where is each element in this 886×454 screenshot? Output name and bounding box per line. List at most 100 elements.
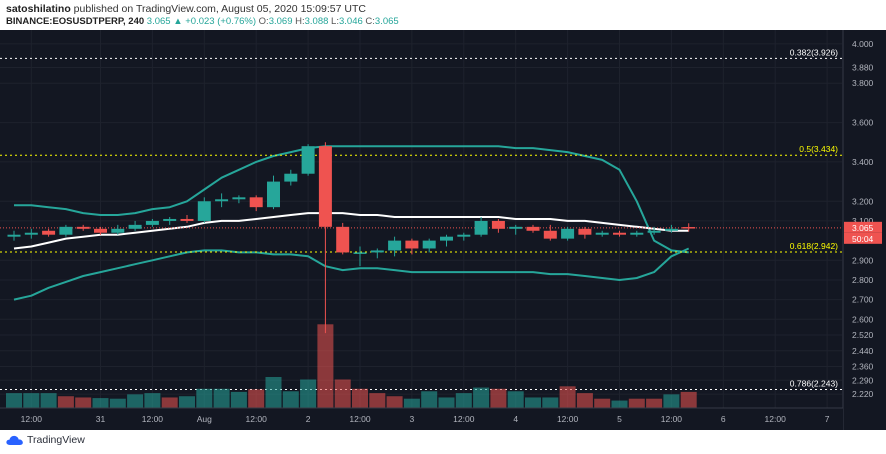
candle-body[interactable] (353, 252, 367, 254)
candle-body[interactable] (664, 228, 678, 231)
candle-body[interactable] (561, 228, 575, 239)
volume-bar (438, 397, 455, 408)
candle-body[interactable] (197, 201, 211, 221)
time-tick-label: 12:00 (246, 414, 268, 424)
volume-bar (421, 391, 438, 408)
high-label: H: (295, 16, 305, 27)
candle-body[interactable] (7, 234, 21, 237)
candle-body[interactable] (318, 146, 332, 227)
candle-body[interactable] (76, 226, 90, 229)
time-tick-label: 12:00 (349, 414, 371, 424)
candle-body[interactable] (215, 199, 229, 202)
price-tick-label: 3.600 (852, 118, 874, 128)
low-label: L: (331, 16, 339, 27)
candle-body[interactable] (94, 228, 107, 233)
candle-body[interactable] (336, 226, 350, 253)
last-price: 3.065 (146, 16, 171, 27)
price-tick-label: 3.400 (852, 157, 874, 167)
price-tick-label: 2.900 (852, 255, 874, 265)
candle-body[interactable] (491, 220, 505, 229)
volume-bar (23, 393, 40, 408)
price-chart[interactable]: 0.382(3.926) 0.5(3.434) 0.618(2.942) 0.786(… (0, 30, 886, 430)
time-axis[interactable]: 12:00 31 12:00 Aug 12:00 2 12:00 3 12:00 4 12:00 5 1… (0, 407, 843, 430)
upper-band-line (14, 145, 689, 254)
low-value: 3.046 (338, 16, 363, 27)
tradingview-brand: TradingView (27, 434, 85, 446)
candlesticks[interactable] (7, 142, 696, 334)
fib-label: 0.382(3.926) (790, 47, 838, 57)
price-axis[interactable]: 4.000 3.880 3.800 3.600 3.400 3.200 3.100 2.900… (842, 30, 886, 430)
candle-body[interactable] (405, 240, 419, 249)
volume-bar (403, 398, 420, 408)
close-value: 3.065 (374, 16, 399, 27)
volume-bars (6, 324, 697, 408)
candle-body[interactable] (59, 226, 73, 235)
volume-bar (40, 393, 57, 408)
volume-bar (196, 388, 213, 408)
candle-body[interactable] (111, 228, 125, 233)
candle-body[interactable] (301, 146, 315, 174)
candle-body[interactable] (595, 232, 609, 235)
volume-bar (663, 394, 680, 408)
price-tick-label: 2.360 (852, 362, 874, 372)
candle-body[interactable] (388, 240, 402, 251)
volume-bar (525, 397, 541, 408)
candle-body[interactable] (647, 230, 661, 233)
publisher-text: published on TradingView.com, August 05,… (70, 3, 366, 15)
candle-body[interactable] (422, 240, 436, 249)
fib-label: 0.786(2.243) (790, 379, 838, 389)
candle-body[interactable] (526, 226, 540, 231)
time-tick-label: 12:00 (142, 414, 164, 424)
candle-body[interactable] (267, 181, 280, 208)
candle-body[interactable] (180, 218, 194, 221)
candle-body[interactable] (543, 230, 557, 239)
candle-body[interactable] (682, 227, 696, 229)
volume-bar (611, 400, 628, 408)
candle-body[interactable] (249, 197, 263, 208)
price-tick-label: 3.100 (852, 216, 874, 226)
price-tick-label: 2.600 (852, 314, 874, 324)
time-tick-label: 12:00 (557, 414, 579, 424)
symbol-label[interactable]: BINANCE:EOSUSDTPERP, 240 (6, 16, 145, 27)
candle-body[interactable] (42, 230, 56, 235)
open-value: 3.069 (268, 16, 293, 27)
candle-body[interactable] (457, 234, 471, 237)
candle-body[interactable] (128, 224, 142, 229)
chart-background (0, 30, 886, 430)
time-tick-label: 3 (410, 414, 415, 424)
candle-body[interactable] (440, 236, 453, 241)
candle-body[interactable] (163, 218, 177, 221)
candle-body[interactable] (145, 220, 159, 225)
volume-bar (507, 391, 524, 408)
candle-body[interactable] (578, 228, 592, 235)
volume-bar (300, 379, 317, 408)
price-tick-label: 3.800 (852, 78, 874, 88)
fib-label: 0.5(3.434) (799, 144, 838, 154)
volume-bar (127, 394, 144, 408)
publisher-user[interactable]: satoshilatino (6, 3, 71, 15)
time-tick-label: 31 (96, 414, 106, 424)
candle-body[interactable] (284, 173, 298, 182)
chart-footer: TradingView (0, 430, 886, 454)
candle-body[interactable] (613, 232, 626, 235)
candle-body[interactable] (370, 250, 384, 253)
candle-body[interactable] (232, 197, 246, 200)
cloud-icon (6, 435, 23, 445)
volume-bar (455, 393, 472, 408)
time-tick-label: 5 (617, 414, 622, 424)
countdown-label: 50:04 (852, 234, 874, 244)
price-tick-label: 4.000 (852, 39, 874, 49)
candle-body[interactable] (474, 220, 488, 235)
high-value: 3.088 (304, 16, 329, 27)
volume-bar (6, 393, 22, 408)
candle-body[interactable] (24, 232, 38, 235)
volume-bar (680, 391, 697, 408)
volume-bar (179, 396, 195, 408)
candle-body[interactable] (630, 232, 644, 235)
price-label-box (844, 221, 882, 233)
candle-body[interactable] (509, 226, 523, 229)
time-tick-label: 4 (513, 414, 518, 424)
tradingview-logo[interactable]: TradingView (6, 434, 85, 446)
price-tick-label: 2.440 (852, 346, 874, 356)
volume-bar (576, 393, 593, 408)
